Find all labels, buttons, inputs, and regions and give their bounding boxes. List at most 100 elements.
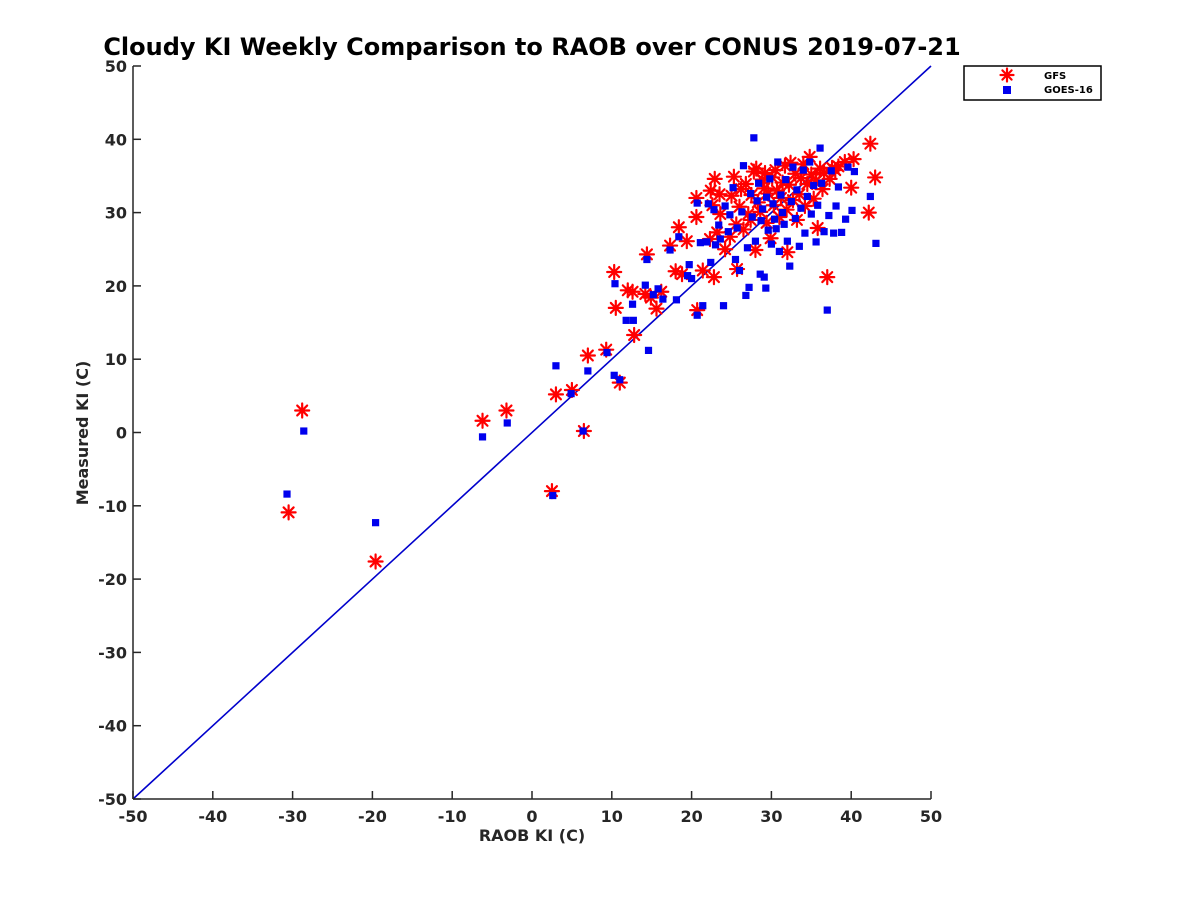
chart-title: Cloudy KI Weekly Comparison to RAOB over… bbox=[103, 33, 960, 61]
x-tick-label: 0 bbox=[526, 807, 537, 826]
legend-box bbox=[963, 65, 1102, 101]
goes-16-point bbox=[693, 311, 701, 319]
goes-16-point bbox=[810, 181, 818, 190]
gfs-point bbox=[280, 504, 297, 521]
legend-gfs-marker bbox=[999, 67, 1015, 83]
goes-16-point bbox=[801, 229, 809, 237]
gfs-point bbox=[688, 208, 705, 226]
goes-16-point bbox=[812, 238, 820, 246]
y-tick-label: -20 bbox=[98, 570, 127, 589]
goes-16-point bbox=[300, 427, 308, 435]
x-tick-label: 20 bbox=[680, 807, 702, 826]
goes-16-point bbox=[711, 241, 720, 249]
gfs-point bbox=[626, 326, 643, 344]
goes-16-point bbox=[750, 134, 758, 142]
goes-16-point bbox=[478, 433, 487, 441]
x-tick-label: 10 bbox=[601, 807, 623, 826]
goes-16-point bbox=[757, 217, 765, 225]
x-tick-label: -30 bbox=[278, 807, 307, 826]
goes-16-point bbox=[584, 367, 592, 375]
x-tick-label: 30 bbox=[760, 807, 782, 826]
goes-16-point bbox=[760, 273, 768, 281]
y-tick-label: -50 bbox=[98, 790, 127, 809]
goes-16-point bbox=[710, 206, 718, 214]
legend-goes-16-label: GOES-16 bbox=[1044, 85, 1093, 96]
gfs-point bbox=[294, 402, 311, 419]
y-ticks: -50 -40 -30 -20 -10 0 10 20 30 40 50 bbox=[98, 57, 141, 809]
goes-16-point bbox=[703, 238, 711, 246]
y-tick-label: 20 bbox=[105, 277, 127, 296]
legend-goes-16-marker bbox=[1003, 86, 1011, 94]
goes-16-point bbox=[628, 300, 637, 308]
gfs-point bbox=[711, 186, 728, 203]
goes-16-point bbox=[666, 246, 674, 254]
goes-16-point bbox=[818, 179, 826, 187]
goes-16-point bbox=[643, 255, 651, 264]
x-tick-label: 50 bbox=[920, 807, 942, 826]
goes-16-point bbox=[844, 163, 852, 171]
goes-16-point bbox=[872, 239, 880, 247]
legend: GFS GOES-16 bbox=[963, 65, 1102, 101]
goes-16-point bbox=[716, 235, 724, 243]
goes-16-point bbox=[766, 175, 774, 183]
goes-16-point bbox=[814, 201, 822, 209]
y-tick-label: 50 bbox=[105, 57, 127, 76]
goes-16-point bbox=[832, 202, 840, 210]
goes-16-point bbox=[806, 158, 814, 166]
goes-16-point bbox=[834, 183, 843, 191]
y-tick-label: 30 bbox=[105, 204, 127, 223]
goes-16-point bbox=[756, 270, 764, 278]
goes-16-point bbox=[659, 295, 667, 303]
x-tick-label: -50 bbox=[119, 807, 148, 826]
goes-16-point bbox=[693, 199, 701, 207]
y-tick-label: 40 bbox=[105, 130, 127, 149]
goes-16-point bbox=[767, 240, 775, 248]
goes-16-point bbox=[791, 214, 799, 223]
goes-16-point bbox=[782, 176, 790, 184]
goes-16-point bbox=[622, 316, 630, 324]
goes-16-point bbox=[787, 198, 795, 206]
goes-16-point bbox=[825, 211, 833, 220]
goes-16-point bbox=[842, 215, 850, 223]
goes-16-point bbox=[753, 197, 761, 205]
goes-16-point bbox=[743, 244, 752, 252]
goes-16-point bbox=[696, 239, 704, 247]
goes-16-point bbox=[799, 166, 807, 174]
goes-16-point bbox=[715, 221, 723, 229]
gfs-point bbox=[547, 386, 565, 403]
goes-16-point bbox=[838, 228, 846, 236]
gfs-point bbox=[624, 283, 641, 300]
goes-16-point bbox=[726, 211, 734, 219]
x-tick-label: -40 bbox=[198, 807, 227, 826]
goes-16-point bbox=[603, 349, 611, 357]
gfs-point bbox=[705, 269, 723, 286]
gfs-point bbox=[498, 402, 515, 419]
x-tick-label: 40 bbox=[840, 807, 862, 826]
goes-16-point bbox=[688, 274, 696, 283]
goes-16-point bbox=[775, 247, 783, 256]
gfs-point bbox=[717, 241, 734, 258]
goes-16-point bbox=[823, 306, 831, 314]
goes-16-point bbox=[675, 233, 683, 241]
gfs-point bbox=[694, 262, 711, 279]
goes-16-point bbox=[762, 284, 770, 292]
goes-16-point bbox=[848, 206, 856, 215]
goes-16-point bbox=[755, 179, 763, 187]
goes-16-point bbox=[684, 272, 692, 280]
goes-16-point bbox=[747, 189, 755, 198]
gfs-point bbox=[702, 182, 719, 199]
y-axis-label: Measured KI (C) bbox=[73, 361, 92, 506]
goes-16-point bbox=[739, 162, 748, 170]
goes-16-point bbox=[644, 346, 653, 355]
goes-16-point bbox=[789, 163, 797, 171]
goes-16-point bbox=[866, 192, 874, 201]
y-tick-label: -30 bbox=[98, 643, 127, 662]
goes-16-point bbox=[552, 362, 560, 370]
y-tick-label: 10 bbox=[105, 350, 127, 369]
goes-16-point bbox=[731, 255, 740, 264]
goes-16-point bbox=[371, 519, 380, 527]
goes-16-point bbox=[610, 371, 618, 379]
goes-16-point bbox=[807, 210, 815, 218]
goes-16-point bbox=[778, 209, 787, 217]
goes-16-point bbox=[793, 186, 801, 194]
